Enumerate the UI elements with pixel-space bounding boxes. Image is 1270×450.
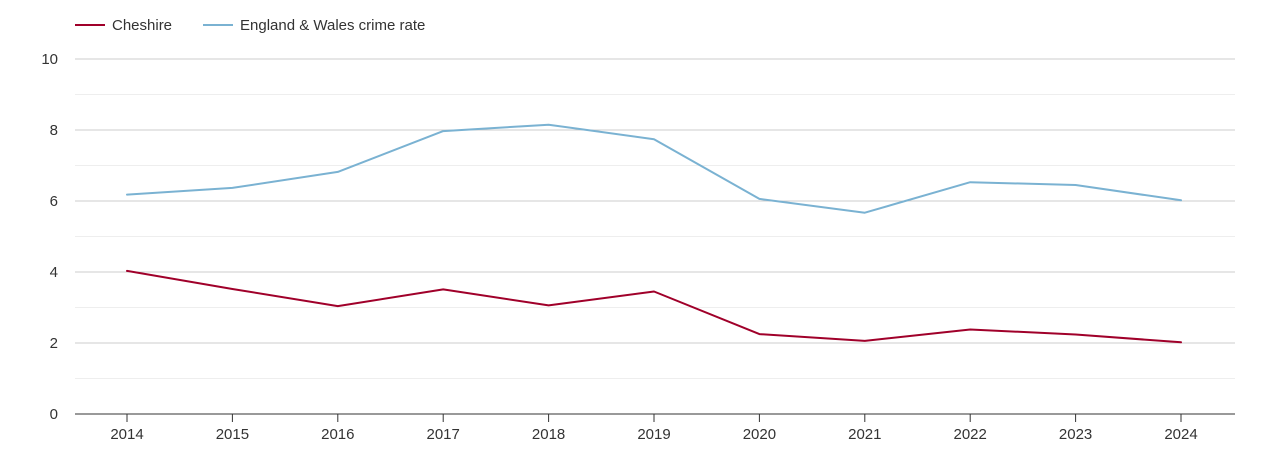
legend-label-cheshire: Cheshire [112, 17, 172, 34]
x-tick-label: 2017 [427, 426, 460, 443]
gridlines [75, 58, 1235, 379]
series-line-cheshire[interactable] [126, 269, 1182, 344]
x-tick-label: 2021 [848, 426, 881, 443]
legend: Cheshire England & Wales crime rate [75, 17, 425, 34]
legend-label-england-wales: England & Wales crime rate [240, 17, 425, 34]
y-tick-label: 4 [50, 264, 58, 281]
x-tick-label: 2014 [110, 426, 143, 443]
legend-item-cheshire[interactable]: Cheshire [75, 17, 172, 34]
x-tick-label: 2022 [954, 426, 987, 443]
x-tick-label: 2018 [532, 426, 565, 443]
y-tick-label: 2 [50, 335, 58, 352]
legend-item-england-wales[interactable]: England & Wales crime rate [203, 17, 425, 34]
x-tick-label: 2024 [1164, 426, 1197, 443]
x-tick-label: 2019 [637, 426, 670, 443]
series-lines [126, 123, 1182, 344]
y-tick-label: 10 [41, 51, 58, 68]
x-tick-label: 2023 [1059, 426, 1092, 443]
x-tick-label: 2020 [743, 426, 776, 443]
y-tick-label: 8 [50, 122, 58, 139]
y-tick-label: 6 [50, 193, 58, 210]
x-tick-label: 2015 [216, 426, 249, 443]
y-tick-label: 0 [50, 406, 58, 423]
axes: 0 2 4 6 8 10 2014 2015 2016 2017 2018 2019 2020 2021 2… [41, 51, 1235, 443]
series-line-england-wales-crime-rate[interactable] [126, 123, 1182, 214]
x-tick-label: 2016 [321, 426, 354, 443]
